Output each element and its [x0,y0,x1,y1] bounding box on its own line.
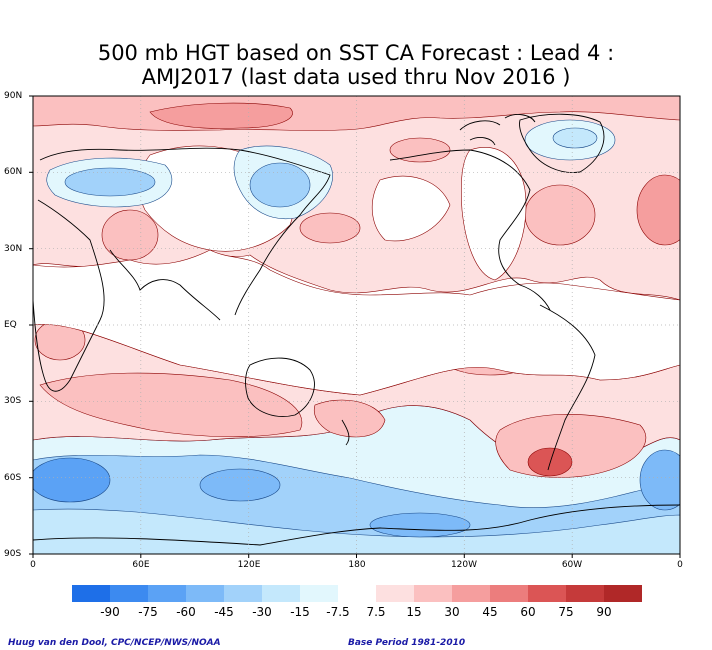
colorbar-label: 75 [558,605,574,619]
colorbar-box [490,585,528,602]
lat-label-30n: 30N [4,244,23,254]
colorbar-label: 15 [406,605,422,619]
lon-label-60e: 60E [132,560,150,570]
colorbar-label: -7.5 [326,605,350,619]
colorbar-box [566,585,604,602]
colorbar-label: 60 [520,605,536,619]
colorbar-label: -90 [100,605,120,619]
map-title-line2: AMJ2017 (last data used thru Nov 2016 ) [141,65,571,89]
lon-label-0-right: 0 [677,560,683,570]
neg-center-greenland [552,127,598,149]
colorbar-box [414,585,452,602]
colorbar-box [186,585,224,602]
lon-label-0: 0 [30,560,36,570]
colorbar-box [148,585,186,602]
neg-center-south-atlantic [639,449,680,511]
neg-center-north-asia [64,167,156,197]
coast-new-zealand [341,419,350,446]
north-neutral-pacific [371,175,451,242]
coast-africa [33,199,105,392]
map-title-line1: 500 mb HGT based on SST CA Forecast : Le… [97,41,615,65]
neg-center-south-australia [199,468,281,502]
colorbar-box [376,585,414,602]
colorbar-label: -30 [252,605,272,619]
colorbar-box [224,585,262,602]
colorbar-label: -60 [176,605,196,619]
neg-center-south-pacific [369,512,471,538]
colorbar-label: -45 [214,605,234,619]
coast-eurasia [39,147,331,316]
lat-label-eq: EQ [4,320,17,330]
pos-center-europe [636,174,680,246]
coastlines [33,113,680,546]
colorbar-label: -75 [138,605,158,619]
coast-south-america [539,304,596,471]
colorbar-label: 45 [482,605,498,619]
axis-ticks [29,95,681,558]
lat-label-30s: 30S [4,396,22,406]
colorbar-box [262,585,300,602]
lat-label-90s: 90S [4,549,22,559]
colorbar-label: -15 [290,605,310,619]
colorbar-box [110,585,148,602]
lat-label-60n: 60N [4,167,23,177]
pos-center-central-asia [101,209,159,261]
coast-greenland [519,113,605,173]
neg-center-south-indian [33,457,111,503]
pos-center-bering [389,137,451,163]
pos-center-north-atlantic [524,184,596,246]
lon-label-180: 180 [348,560,366,570]
lon-label-120e: 120E [237,560,261,570]
colorbar-box [338,585,376,602]
credit-base-period: Base Period 1981-2010 [348,638,466,648]
colorbar-box [452,585,490,602]
lat-label-60s: 60S [4,473,22,483]
colorbar-label: 30 [444,605,460,619]
colorbar-box [300,585,338,602]
lon-label-60w: 60W [561,560,583,570]
north-pos-polar [149,102,293,129]
colorbar-label: 7.5 [366,605,386,619]
grid-lines [33,96,680,554]
neg-center-north-pacific [249,162,311,208]
credit-author: Huug van den Dool, CPC/NCEP/NWS/NOAA [8,638,221,648]
coast-arctic-islands [459,114,536,146]
pos-center-north-pacific [299,212,361,244]
south-pos-mid-indian [39,372,303,438]
coast-australia [245,357,315,417]
colorbar-box [604,585,642,602]
coast-north-america [389,149,551,311]
colorbar-box [528,585,566,602]
colorbar-label: 90 [596,605,612,619]
anomaly-fields [33,96,680,554]
colorbar [72,585,642,602]
south-pos-mid-nz [313,399,386,438]
tropical-neutral-belt [33,249,680,396]
coast-south-asia [109,249,221,321]
coast-antarctica [33,504,680,546]
lat-label-90n: 90N [4,91,23,101]
colorbar-box [72,585,110,602]
lon-label-120w: 120W [450,560,478,570]
north-neutral-america [460,147,527,281]
